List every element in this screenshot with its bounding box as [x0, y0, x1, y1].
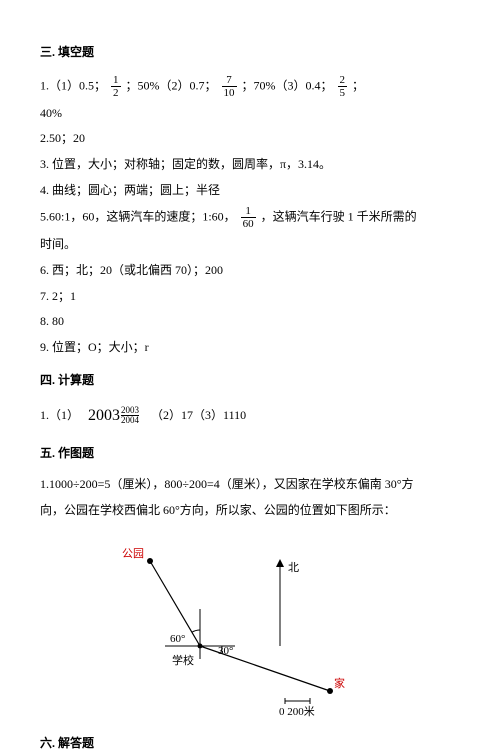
numerator: 1	[111, 74, 121, 87]
label-home: 家	[334, 675, 345, 695]
fill-line-3: 2.50；20	[40, 128, 460, 150]
label-park: 公园	[122, 545, 144, 565]
label-30deg: 30°	[218, 642, 233, 662]
denominator: 60	[241, 218, 256, 230]
section-6-title: 六. 解答题	[40, 733, 460, 755]
numerator: 7	[222, 74, 237, 87]
fill-line-10: 8. 80	[40, 311, 460, 333]
text: （2）17（3）1110	[151, 408, 246, 422]
fraction: 7 10	[222, 74, 237, 99]
fill-line-4: 3. 位置，大小；对称轴；固定的数，圆周率，π，3.14。	[40, 154, 460, 176]
label-scale: 0 200米	[279, 703, 315, 723]
label-school: 学校	[172, 652, 194, 672]
text: ；70%（3）0.4；	[242, 78, 333, 92]
text: 5.60:1，60，这辆汽车的速度；1:60，	[40, 210, 236, 224]
fill-line-8: 6. 西；北；20（或北偏西 70）；200	[40, 260, 460, 282]
text: ；50%（2）0.7；	[126, 78, 217, 92]
calc-line-1: 1.（1） 200320032004 （2）17（3）1110	[40, 402, 460, 431]
fill-line-2: 40%	[40, 103, 460, 125]
fraction: 20032004	[121, 406, 139, 425]
draw-line-1: 1.1000÷200=5（厘米），800÷200=4（厘米），又因家在学校东偏南…	[40, 474, 460, 496]
fraction: 1 60	[241, 205, 256, 230]
numerator: 1	[241, 205, 256, 218]
text: ，这辆汽车行驶 1 千米所需的	[261, 210, 417, 224]
denominator: 2004	[121, 415, 139, 425]
numerator: 2003	[121, 406, 139, 415]
fill-line-7: 时间。	[40, 234, 460, 256]
fill-line-9: 7. 2；1	[40, 286, 460, 308]
text: ；	[352, 78, 364, 92]
fraction: 2 5	[338, 74, 348, 99]
direction-diagram: 公园 北 60° 30° 学校 家 0 200米	[90, 531, 410, 721]
label-60deg: 60°	[170, 630, 185, 650]
calc-big-number: 2003	[88, 402, 120, 431]
text: 1.（1）0.5；	[40, 78, 106, 92]
section-4-title: 四. 计算题	[40, 370, 460, 392]
denominator: 10	[222, 87, 237, 99]
label-north: 北	[288, 559, 299, 579]
fill-line-6: 5.60:1，60，这辆汽车的速度；1:60， 1 60 ，这辆汽车行驶 1 千…	[40, 205, 460, 230]
fill-line-1: 1.（1）0.5； 1 2 ；50%（2）0.7； 7 10 ；70%（3）0.…	[40, 74, 460, 99]
draw-line-2: 向，公园在学校西偏北 60°方向，所以家、公园的位置如下图所示：	[40, 500, 460, 522]
denominator: 5	[338, 87, 348, 99]
section-3-title: 三. 填空题	[40, 42, 460, 64]
denominator: 2	[111, 87, 121, 99]
fill-line-11: 9. 位置；O；大小；r	[40, 337, 460, 359]
numerator: 2	[338, 74, 348, 87]
text: 1.（1）	[40, 408, 79, 422]
section-5-title: 五. 作图题	[40, 443, 460, 465]
fill-line-5: 4. 曲线；圆心；两端；圆上；半径	[40, 180, 460, 202]
fraction: 1 2	[111, 74, 121, 99]
